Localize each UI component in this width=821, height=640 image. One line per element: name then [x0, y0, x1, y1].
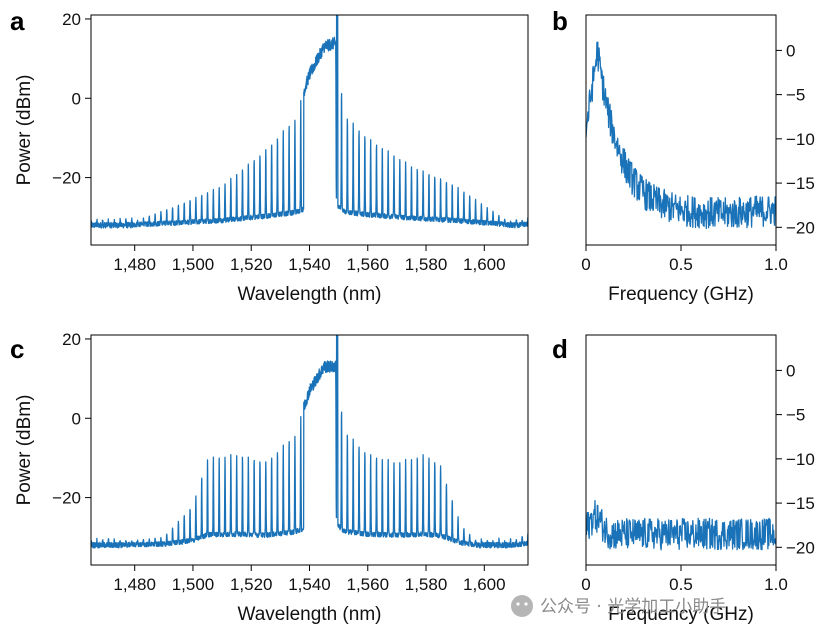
y-axis-title: Power (dBm) [14, 395, 35, 506]
panel-letter-a: a [10, 6, 25, 36]
x-tick-label: 1,560 [346, 575, 389, 594]
panel-c: c 1,480 1,500 1,520 1,540 1,560 1,580 1,600 20 0 −… [10, 330, 529, 625]
x-tick-label: 1,580 [405, 575, 448, 594]
y-tick-label: 20 [62, 10, 81, 29]
plot-frame-a [90, 14, 529, 246]
watermark: 公众号 · 光学加工小助手 [511, 595, 726, 617]
series-line-b [586, 41, 776, 230]
x-tick-label: 1,520 [230, 255, 273, 274]
panel-letter-d: d [552, 334, 568, 364]
panel-letter-c: c [10, 334, 24, 364]
wechat-icon [511, 595, 533, 617]
series-line-c [91, 335, 528, 549]
panel-letter-b: b [552, 6, 568, 36]
series-line-d [586, 500, 776, 551]
x-tick-label: 1,600 [463, 575, 506, 594]
y-tick-label: −10 [786, 450, 815, 469]
x-tick-label: 1.0 [764, 575, 788, 594]
panel-b: b 0 0.5 1.0 0 −5 −10 −15 −20 Frequency (GHz) [552, 6, 815, 305]
x-tick-label: 1,580 [405, 255, 448, 274]
y-tick-label: −20 [52, 489, 81, 508]
y-tick-label: 0 [72, 89, 81, 108]
y-tick-label: 0 [72, 409, 81, 428]
panel-d: d 0 0.5 1.0 0 −5 −10 −15 −20 Frequency (GHz) [552, 334, 815, 625]
x-tick-label: 0 [581, 255, 590, 274]
x-tick-label: 0.5 [669, 255, 693, 274]
y-axis-title: Power (dBm) [14, 75, 35, 186]
x-tick-label: 1,480 [113, 255, 156, 274]
x-axis-title: Wavelength (nm) [238, 284, 382, 305]
x-tick-label: 1,540 [288, 575, 331, 594]
plot-frame-c [90, 334, 529, 566]
y-tick-label: −15 [786, 174, 815, 193]
x-tick-label: 1,600 [463, 255, 506, 274]
y-tick-label: 0 [786, 361, 795, 380]
x-tick-label: 1,480 [113, 575, 156, 594]
x-tick-label: 0 [581, 575, 590, 594]
y-tick-label: −15 [786, 494, 815, 513]
x-tick-label: 0.5 [669, 575, 693, 594]
wechat-icon-eye [516, 602, 520, 606]
watermark-text: 公众号 · 光学加工小助手 [540, 597, 726, 617]
y-tick-label: −5 [786, 406, 805, 425]
y-tick-label: −5 [786, 86, 805, 105]
y-tick-label: −20 [786, 538, 815, 557]
y-tick-label: −20 [786, 218, 815, 237]
x-tick-label: 1,500 [172, 255, 215, 274]
y-tick-label: −10 [786, 130, 815, 149]
x-tick-label: 1,560 [346, 255, 389, 274]
x-tick-label: 1.0 [764, 255, 788, 274]
panel-a: a 1,480 1,500 1,520 1,540 1,560 1,580 1,600 20 0 −… [10, 6, 529, 305]
x-axis-title: Frequency (GHz) [608, 284, 754, 305]
x-axis-title: Frequency (GHz) [608, 604, 754, 625]
x-tick-label: 1,540 [288, 255, 331, 274]
x-axis-title: Wavelength (nm) [238, 604, 382, 625]
x-tick-label: 1,520 [230, 575, 273, 594]
series-line-a [91, 15, 528, 229]
y-tick-label: 0 [786, 41, 795, 60]
x-tick-label: 1,500 [172, 575, 215, 594]
y-tick-label: 20 [62, 330, 81, 349]
y-tick-label: −20 [52, 169, 81, 188]
wechat-icon-eye [524, 602, 528, 606]
